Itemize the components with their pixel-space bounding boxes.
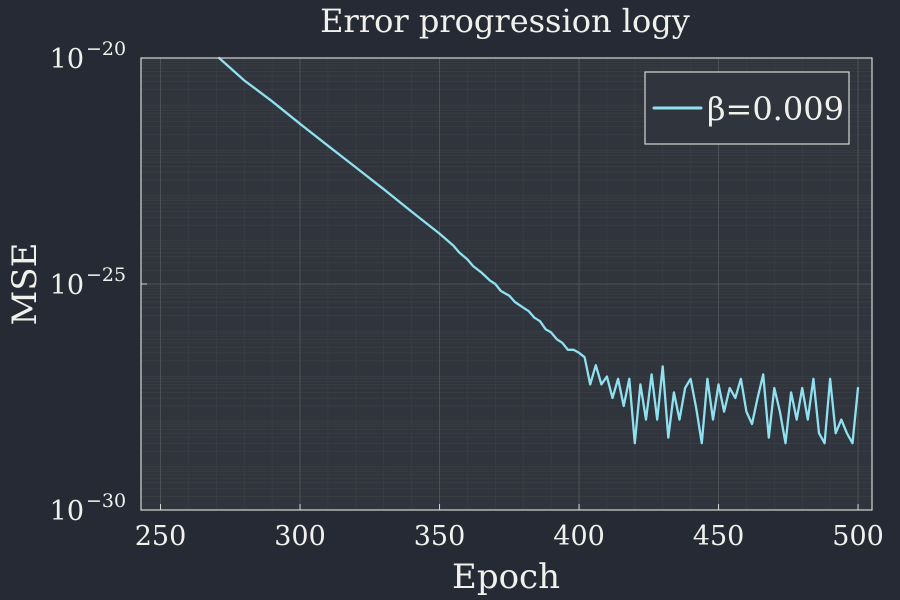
y-tick-label: 10 [50,270,84,301]
y-tick-exponent: −20 [86,38,126,60]
plot-frame [140,57,873,511]
x-axis-label: Epoch [452,557,560,597]
x-tick-label: 300 [274,521,326,552]
chart-title: Error progression logy [320,2,690,40]
y-tick-label: 10 [50,496,84,527]
series-line-0 [217,56,860,445]
x-tick-label: 350 [414,521,466,552]
legend: β=0.009 [644,71,850,145]
y-tick-exponent: −30 [86,490,126,512]
legend-label: β=0.009 [707,90,844,128]
x-tick-label: 500 [832,521,884,552]
x-tick-labels: 250 300 350 400 450 500 [135,521,884,552]
y-tick-exponent: −25 [86,264,126,286]
x-tick-label: 450 [693,521,745,552]
x-tick-label: 400 [553,521,605,552]
x-tick-label: 250 [135,521,187,552]
y-tick-label: 10 [50,44,84,75]
series-layer [217,56,860,445]
y-axis-label: MSE [5,243,45,326]
